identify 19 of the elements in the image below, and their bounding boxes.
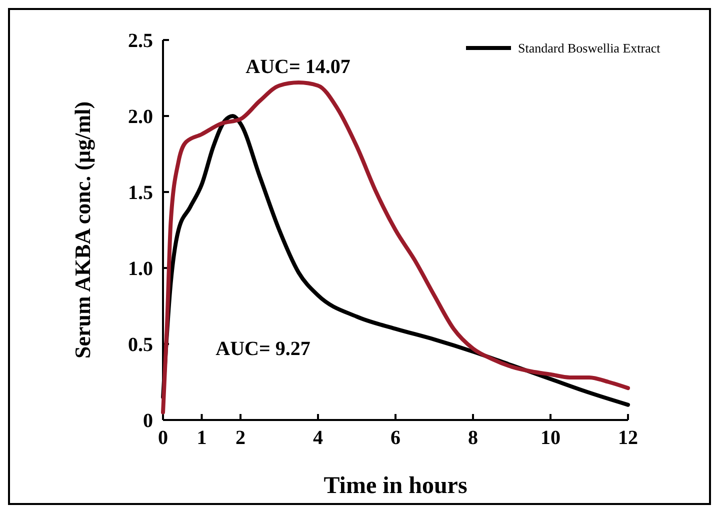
x-tick-label: 2 xyxy=(236,427,246,449)
x-tick-label: 6 xyxy=(390,427,400,449)
x-tick-label: 10 xyxy=(540,427,560,449)
annotation: AUC= 9.27 xyxy=(216,338,310,360)
x-tick-label: 12 xyxy=(618,427,638,449)
y-tick-label: 2.5 xyxy=(128,30,153,52)
legend-label: Standard Boswellia Extract xyxy=(518,40,661,56)
y-tick-label: 2.0 xyxy=(128,106,153,128)
y-tick-label: 1.0 xyxy=(128,258,153,280)
x-tick-label: 4 xyxy=(313,427,323,449)
x-tick-label: 8 xyxy=(468,427,478,449)
x-tick-label: 1 xyxy=(196,427,207,449)
x-tick-label: 0 xyxy=(158,427,168,449)
x-axis-title: Time in hours xyxy=(324,473,468,499)
y-tick-label: 0 xyxy=(143,410,153,432)
y-tick-label: 1.5 xyxy=(128,182,153,204)
annotation: AUC= 14.07 xyxy=(246,56,350,78)
y-tick-label: 0.5 xyxy=(128,334,153,356)
y-axis-title: Serum AKBA conc. (µg/ml) xyxy=(70,101,95,359)
